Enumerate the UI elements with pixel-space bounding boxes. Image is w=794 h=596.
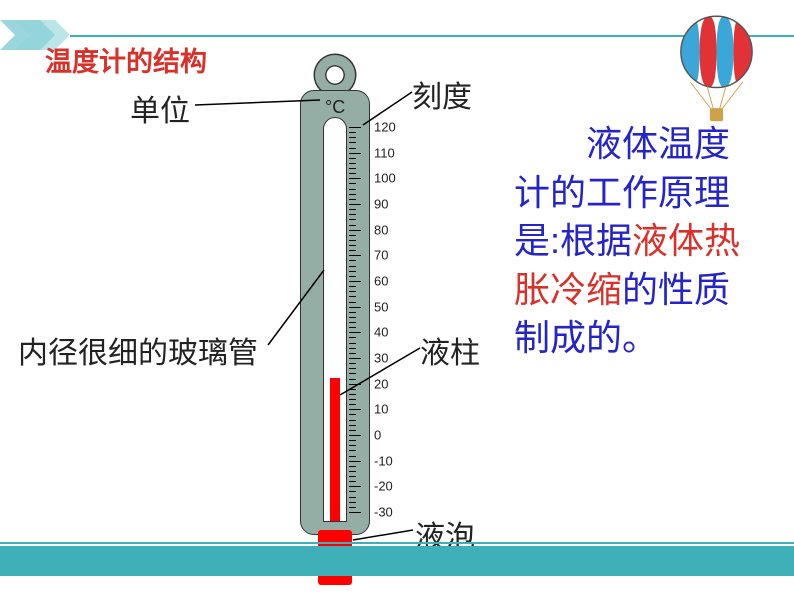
footer-divider [0, 542, 794, 544]
tick-label: 40 [374, 325, 388, 340]
tick-label: 120 [374, 120, 396, 135]
thermometer-tube [323, 117, 347, 522]
annotation-tube: 内径很细的玻璃管 [18, 328, 258, 372]
tick-label: 110 [374, 145, 395, 160]
thermometer-liquid [330, 378, 340, 521]
tick-label: 30 [374, 351, 388, 366]
tick-label: 70 [374, 248, 388, 263]
tick-label: 20 [374, 376, 388, 391]
tick-label: 50 [374, 299, 388, 314]
page-title: 温度计的结构 [45, 40, 207, 79]
tick-label: 0 [374, 428, 381, 443]
tick-label: -30 [374, 505, 393, 520]
annotation-column: 液柱 [420, 328, 480, 372]
thermometer-ticks [349, 127, 369, 512]
tick-label: 100 [374, 171, 396, 186]
unit-symbol: °C [325, 97, 345, 118]
tick-label: -20 [374, 479, 393, 494]
tick-label: 10 [374, 402, 388, 417]
balloon-icon [679, 15, 754, 130]
footer-band [0, 546, 794, 576]
tick-label: 90 [374, 197, 388, 212]
tick-label: -10 [374, 453, 393, 468]
tick-label: 60 [374, 274, 388, 289]
annotation-unit: 单位 [130, 86, 190, 130]
thermometer-diagram: °C 1201101009080706050403020100-10-20-30 [300, 55, 370, 570]
explanation-text: 液体温度计的工作原理是:根据液体热胀冷缩的性质制成的。 [514, 120, 764, 363]
annotation-scale: 刻度 [412, 72, 472, 116]
tick-label: 80 [374, 222, 388, 237]
thermometer-ring [315, 55, 355, 95]
